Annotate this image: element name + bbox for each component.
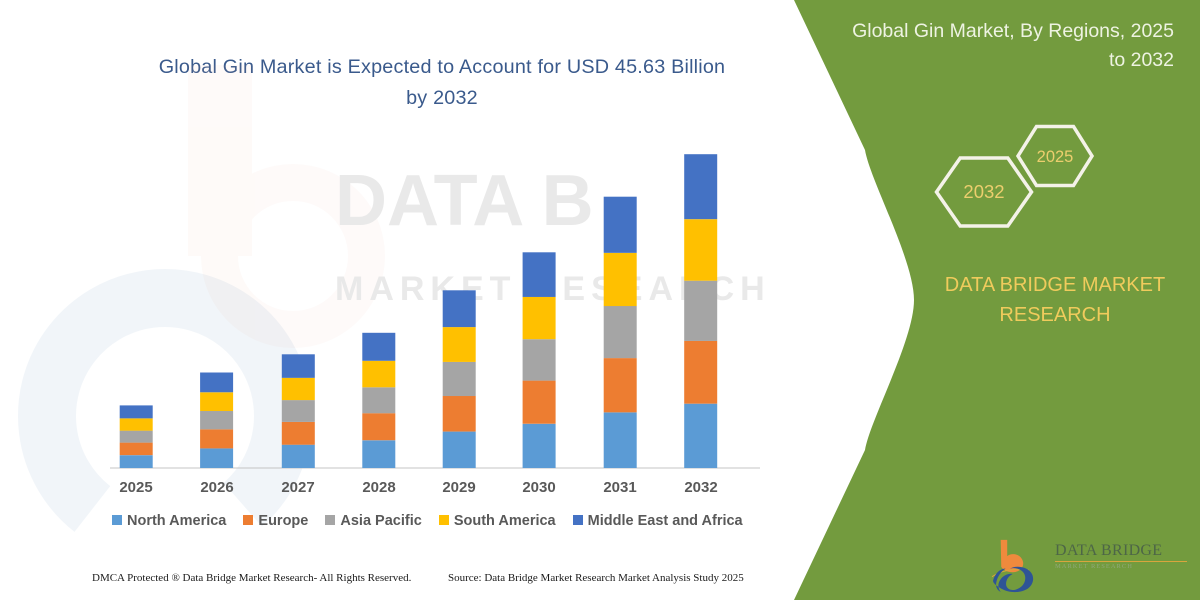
svg-text:2025: 2025 — [1037, 148, 1074, 166]
svg-text:2032: 2032 — [963, 181, 1004, 202]
